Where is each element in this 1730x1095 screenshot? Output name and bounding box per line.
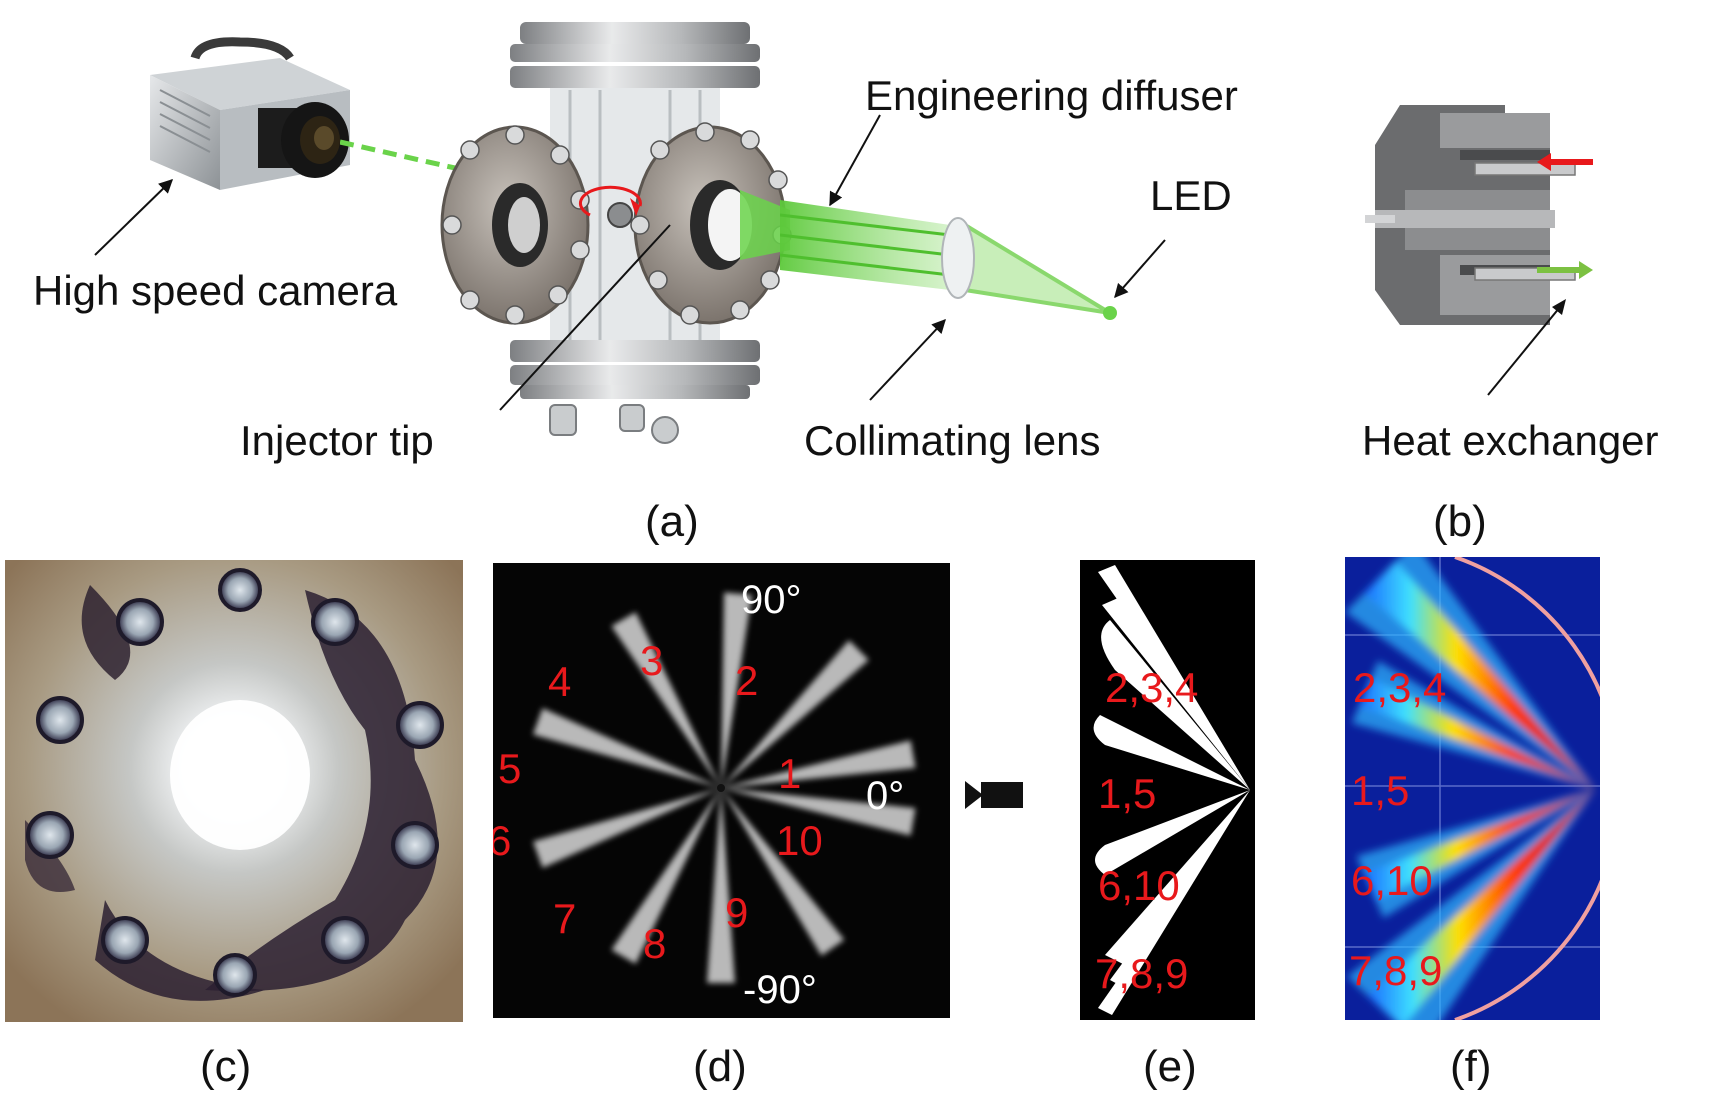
heat-exchanger-drawing — [1365, 105, 1576, 325]
spray-plume-7 — [611, 788, 721, 964]
panel-a-arrows — [94, 114, 1166, 411]
spray-plume-3 — [721, 592, 752, 788]
plume-number-2: 2 — [735, 657, 758, 704]
angle-minus-90-label: -90° — [743, 968, 817, 1012]
caption-e: (e) — [1143, 1042, 1197, 1091]
jet-core-3 — [1363, 789, 1595, 902]
label-collimating-lens: Collimating lens — [804, 417, 1101, 464]
intensity-spray-side-view: 2,3,4 1,5 6,10 7,8,9 — [1345, 557, 1600, 1020]
outlet-arrow-icon — [1537, 261, 1593, 279]
spray-plume-10 — [721, 788, 916, 836]
binary-spray-side-view: 2,3,4 1,5 6,10 7,8,9 — [1080, 560, 1255, 1020]
injector-photo — [5, 560, 463, 1022]
group-label-f-1: 2,3,4 — [1353, 664, 1446, 711]
spray-plume-8 — [707, 788, 735, 983]
camera-beam — [340, 139, 456, 171]
collimating-lens-shape — [941, 217, 975, 299]
plume-number-8: 8 — [643, 920, 666, 967]
led-icon — [1103, 306, 1117, 320]
jet-halo-2 — [1351, 660, 1595, 789]
angle-0-label: 0° — [866, 774, 904, 818]
spray-plume-5 — [532, 708, 721, 788]
group-label-e-4: 7,8,9 — [1095, 950, 1188, 997]
jet-core-2 — [1358, 677, 1595, 789]
camera-direction-icon — [965, 781, 1023, 809]
spray-plume-4 — [611, 612, 721, 788]
label-engineering-diffuser: Engineering diffuser — [865, 72, 1238, 119]
caption-d: (d) — [693, 1042, 747, 1091]
plume-number-10: 10 — [776, 817, 823, 864]
caption-a: (a) — [645, 497, 699, 546]
group-label-e-2: 1,5 — [1098, 770, 1156, 817]
jet-core-4 — [1367, 789, 1595, 1020]
test-chamber — [440, 22, 792, 444]
jet-core-1 — [1363, 560, 1595, 789]
spray-plume-9 — [721, 788, 845, 956]
led-illumination — [780, 200, 1117, 320]
jet-halo-3 — [1356, 789, 1595, 918]
plume-number-1: 1 — [778, 750, 801, 797]
plume-number-6: 6 — [493, 817, 511, 864]
camera-icon — [150, 37, 350, 190]
label-injector-tip: Injector tip — [240, 417, 434, 464]
plume-number-9: 9 — [725, 889, 748, 936]
group-label-f-3: 6,10 — [1351, 857, 1433, 904]
group-label-f-2: 1,5 — [1351, 767, 1409, 814]
plume-number-3: 3 — [640, 637, 663, 684]
caption-c: (c) — [200, 1042, 252, 1091]
angle-90-label: 90° — [741, 578, 802, 622]
spray-plume-2 — [721, 640, 869, 788]
plume-number-4: 4 — [548, 658, 571, 705]
label-heat-exchanger: Heat exchanger — [1362, 417, 1659, 464]
inlet-arrow-icon — [1537, 153, 1593, 171]
plume-number-7: 7 — [553, 895, 576, 942]
group-label-e-1: 2,3,4 — [1105, 664, 1198, 711]
label-led: LED — [1150, 172, 1232, 219]
caption-b: (b) — [1433, 497, 1487, 546]
caption-f: (f) — [1450, 1042, 1492, 1091]
label-high-speed-camera: High speed camera — [33, 267, 398, 314]
plume-number-5: 5 — [498, 745, 521, 792]
heat-exchanger-pointer — [1487, 299, 1566, 396]
spray-plume-6 — [532, 788, 721, 868]
spray-plume-1 — [721, 740, 916, 788]
group-label-e-3: 6,10 — [1098, 862, 1180, 909]
group-label-f-4: 7,8,9 — [1349, 947, 1442, 994]
